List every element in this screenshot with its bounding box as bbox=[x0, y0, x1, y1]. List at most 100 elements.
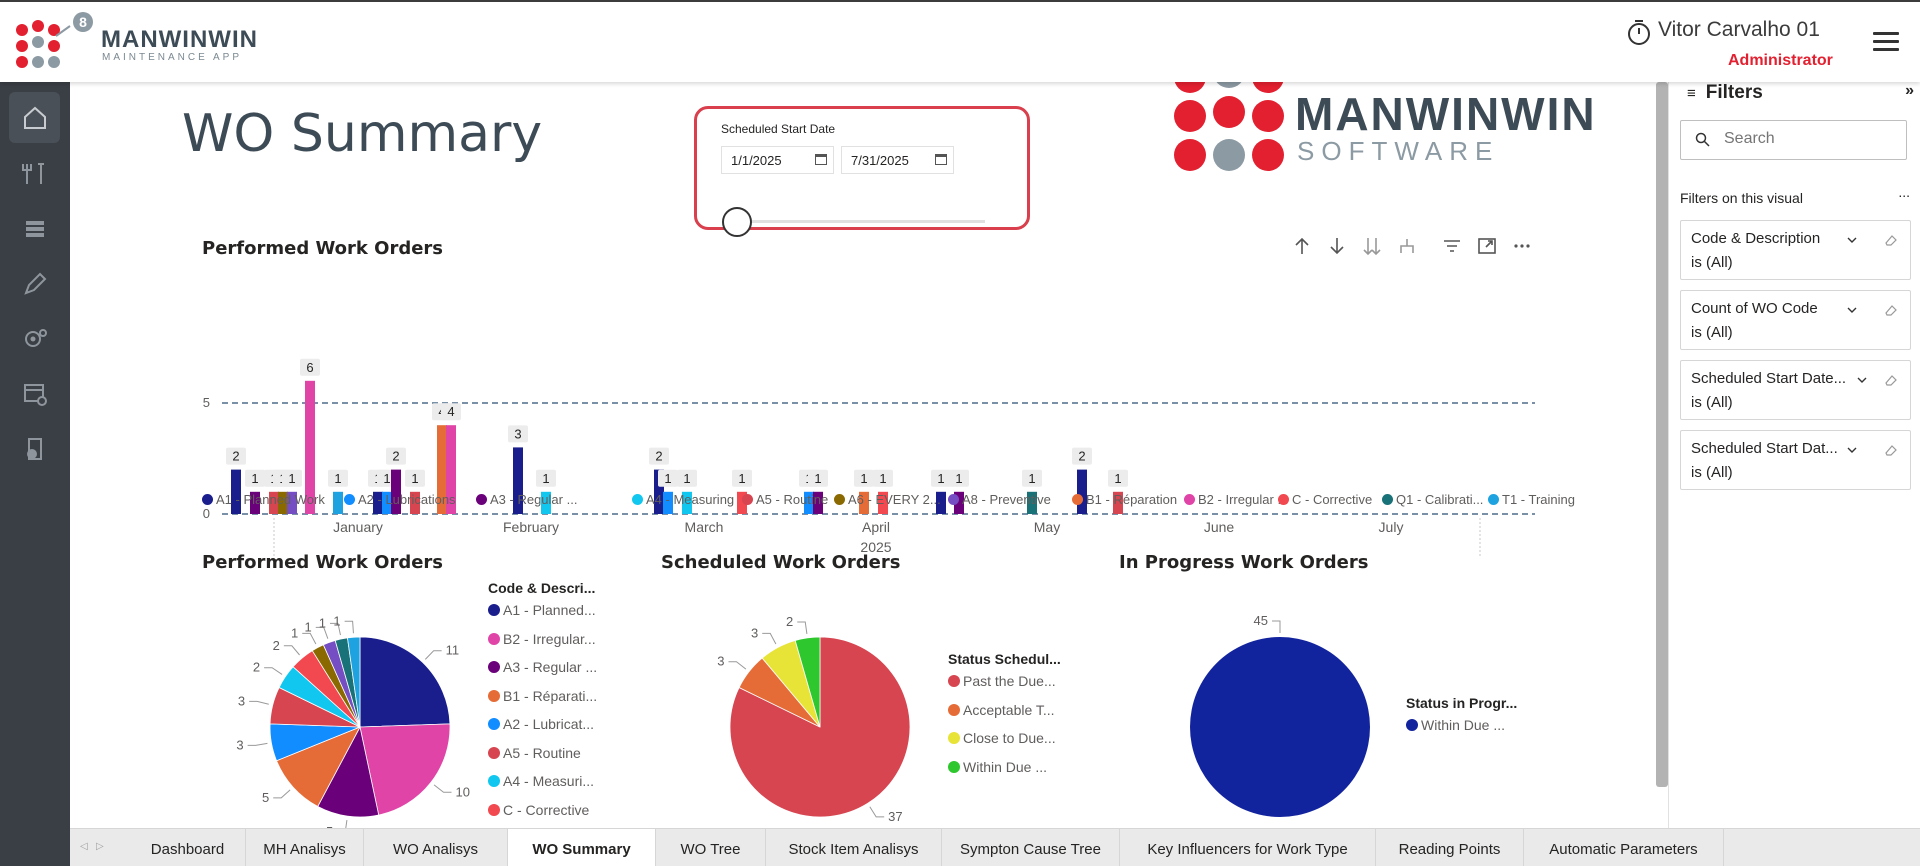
drill-icon[interactable] bbox=[1395, 234, 1419, 258]
manwinwin-logo-icon[interactable]: 8 bbox=[12, 12, 102, 78]
filter-card[interactable]: Count of WO Code is (All) bbox=[1680, 290, 1911, 350]
filters-more-icon[interactable]: ... bbox=[1898, 184, 1910, 200]
filter-search-input[interactable] bbox=[1724, 130, 1894, 148]
filter-card[interactable]: Scheduled Start Dat... is (All) bbox=[1680, 430, 1911, 490]
page-tab[interactable]: WO Summary bbox=[508, 829, 656, 866]
bar bbox=[305, 380, 315, 514]
page-tab[interactable]: Sympton Cause Tree bbox=[942, 829, 1120, 866]
pie-legend-item[interactable]: Past the Due... bbox=[948, 673, 1061, 702]
nav-settings[interactable] bbox=[9, 313, 60, 364]
legend-item[interactable]: A3 - Regular ... bbox=[476, 492, 577, 507]
pie-legend-item[interactable]: B2 - Irregular... bbox=[488, 631, 597, 660]
legend-item[interactable]: A6 - EVERY 2... bbox=[834, 492, 941, 507]
end-date-input[interactable]: 7/31/2025 bbox=[841, 146, 954, 174]
user-role: Administrator bbox=[1728, 52, 1833, 69]
clear-filter-icon[interactable] bbox=[1884, 233, 1898, 247]
page-tab[interactable]: Reading Points bbox=[1376, 829, 1524, 866]
bar bbox=[513, 447, 523, 514]
legend-item[interactable]: A1 - Planned Work bbox=[202, 492, 325, 507]
nav-tools[interactable] bbox=[9, 148, 60, 199]
pie-legend-item[interactable]: Close to Due... bbox=[948, 730, 1061, 759]
hamburger-menu-icon[interactable] bbox=[1873, 32, 1899, 52]
pie-legend-item[interactable]: C - Corrective bbox=[488, 802, 597, 831]
pie-leader-line bbox=[247, 742, 268, 746]
page-tab[interactable]: WO Tree bbox=[656, 829, 766, 866]
legend-label: A5 - Routine bbox=[756, 492, 829, 507]
chevron-down-icon[interactable] bbox=[1857, 375, 1867, 385]
filter-search-box[interactable] bbox=[1680, 120, 1907, 160]
filter-icon[interactable] bbox=[1440, 234, 1464, 258]
canvas-scrollbar[interactable] bbox=[1656, 82, 1668, 787]
pie-legend-item[interactable]: Within Due ... bbox=[948, 759, 1061, 788]
legend-dot-icon bbox=[488, 803, 500, 816]
legend-item[interactable]: A2 - Lubrications bbox=[344, 492, 456, 507]
nav-home[interactable] bbox=[9, 92, 60, 143]
pie-data-label: 1 bbox=[291, 625, 298, 640]
tab-scroll-arrows[interactable]: ◁ ▷ bbox=[80, 841, 104, 852]
pie-chart-in-progress: 45 bbox=[1190, 613, 1370, 817]
chevron-down-icon[interactable] bbox=[1847, 305, 1857, 315]
nav-list[interactable] bbox=[9, 203, 60, 254]
clear-filter-icon[interactable] bbox=[1884, 303, 1898, 317]
date-slider-handle[interactable] bbox=[722, 207, 752, 237]
legend-item[interactable]: T1 - Training bbox=[1488, 492, 1575, 507]
nav-reports[interactable] bbox=[9, 423, 60, 474]
bar-data-label: 2 bbox=[1078, 449, 1085, 464]
pie-legend-item[interactable]: A2 - Lubricat... bbox=[488, 716, 597, 745]
bar-data-label: 1 bbox=[683, 471, 690, 486]
nav-edit[interactable] bbox=[9, 258, 60, 309]
pie-legend-item[interactable]: A5 - Routine bbox=[488, 745, 597, 774]
pie-leader-line bbox=[424, 650, 442, 660]
legend-item[interactable]: B2 - Irregular ... bbox=[1184, 492, 1288, 507]
focus-mode-icon[interactable] bbox=[1475, 234, 1499, 258]
filter-card[interactable]: Code & Description is (All) bbox=[1680, 220, 1911, 280]
pie-legend-scheduled: Status Schedul... Past the Due... Acceptab… bbox=[948, 651, 1061, 787]
legend-item[interactable]: A4 - Measuring bbox=[632, 492, 734, 507]
page-tab[interactable]: MH Analisys bbox=[246, 829, 364, 866]
filter-card[interactable]: Scheduled Start Date... is (All) bbox=[1680, 360, 1911, 420]
date-range-slicer[interactable]: Scheduled Start Date 1/1/2025 7/31/2025 bbox=[694, 106, 1030, 237]
bar-data-label: 1 bbox=[1028, 471, 1035, 486]
bar-data-label: 1 bbox=[814, 471, 821, 486]
legend-item[interactable]: B1 - Réparation bbox=[1072, 492, 1177, 507]
start-date-input[interactable]: 1/1/2025 bbox=[721, 146, 834, 174]
pie-legend-item[interactable]: Acceptable T... bbox=[948, 702, 1061, 731]
page-tab[interactable]: Stock Item Analisys bbox=[766, 829, 942, 866]
pie-legend-item[interactable]: A1 - Planned... bbox=[488, 602, 597, 631]
pie-legend-item[interactable]: B1 - Réparati... bbox=[488, 688, 597, 717]
page-tab[interactable]: Key Influencers for Work Type bbox=[1120, 829, 1376, 866]
clear-filter-icon[interactable] bbox=[1884, 373, 1898, 387]
date-slider-track[interactable] bbox=[737, 220, 985, 223]
calendar-icon[interactable] bbox=[935, 154, 947, 165]
legend-label: T1 - Training bbox=[1502, 492, 1575, 507]
collapse-pane-icon[interactable]: » bbox=[1905, 82, 1914, 99]
clear-filter-icon[interactable] bbox=[1884, 443, 1898, 457]
pie-legend-item[interactable]: A4 - Measuri... bbox=[488, 773, 597, 802]
bar-data-label: 1 bbox=[411, 471, 418, 486]
more-options-icon[interactable] bbox=[1510, 234, 1534, 258]
x-tick-label: February bbox=[503, 519, 559, 535]
filter-card-value: is (All) bbox=[1691, 394, 1733, 411]
pie-leader-line bbox=[329, 622, 341, 636]
legend-dot-icon bbox=[488, 604, 500, 616]
page-tab[interactable]: WO Analisys bbox=[364, 829, 508, 866]
chevron-down-icon[interactable] bbox=[1847, 235, 1857, 245]
legend-item[interactable]: Q1 - Calibrati... bbox=[1382, 492, 1483, 507]
pie-legend-item[interactable]: Within Due ... bbox=[1406, 717, 1517, 746]
pie-legend-item[interactable]: A3 - Regular ... bbox=[488, 659, 597, 688]
chevron-down-icon[interactable] bbox=[1847, 445, 1857, 455]
bar bbox=[936, 491, 946, 514]
bar-label-bg bbox=[405, 469, 425, 487]
expand-all-icon[interactable] bbox=[1360, 234, 1384, 258]
page-tab[interactable]: Dashboard bbox=[130, 829, 246, 866]
legend-item[interactable]: A5 - Routine bbox=[742, 492, 828, 507]
nav-config[interactable] bbox=[9, 368, 60, 419]
legend-item[interactable]: C - Corrective bbox=[1278, 492, 1372, 507]
sort-up-icon[interactable] bbox=[1290, 234, 1314, 258]
bar-label-bg bbox=[1022, 469, 1042, 487]
pie-leader-line bbox=[1272, 620, 1281, 633]
legend-item[interactable]: A8 - Preventive bbox=[948, 492, 1051, 507]
sort-down-icon[interactable] bbox=[1325, 234, 1349, 258]
calendar-icon[interactable] bbox=[815, 154, 827, 165]
page-tab[interactable]: Automatic Parameters bbox=[1524, 829, 1724, 866]
